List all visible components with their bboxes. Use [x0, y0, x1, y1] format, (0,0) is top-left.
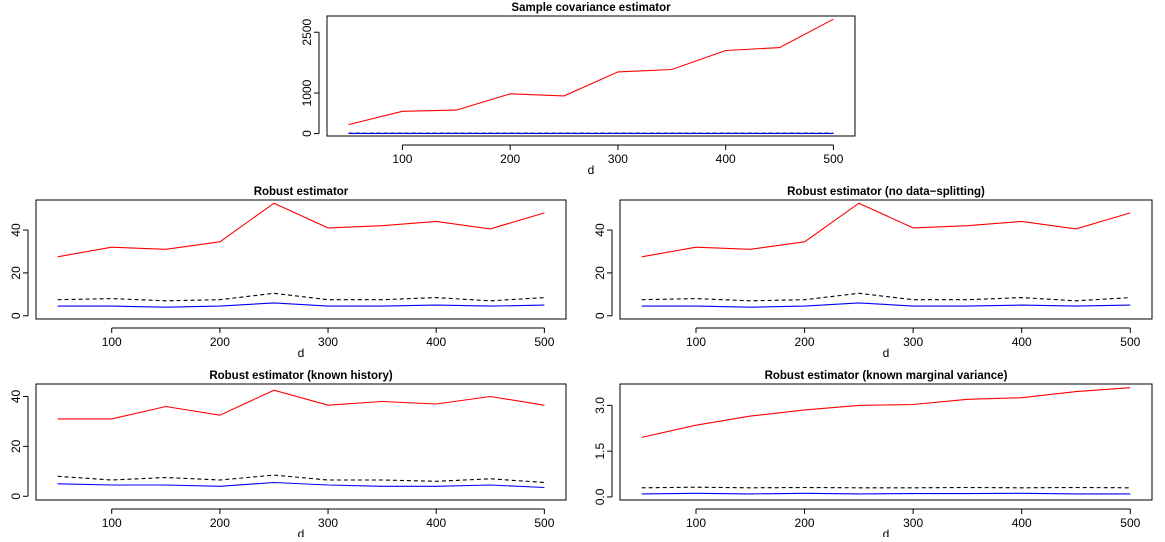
x-tick-label: 400	[426, 516, 446, 530]
chart-title: Sample covariance estimator	[511, 2, 671, 14]
x-tick-label: 300	[903, 516, 923, 530]
series-line-black-dashed	[641, 292, 1131, 302]
x-tick-label: 200	[795, 335, 815, 349]
x-tick-label: 500	[1120, 516, 1140, 530]
x-axis-label: d	[298, 527, 305, 537]
panel-1: Sample covariance estimator 100 200 300 400 5…	[300, 2, 856, 177]
series-line-red	[57, 202, 545, 258]
x-axis-label: d	[588, 163, 595, 177]
chart-title: Robust estimator (known marginal varianc…	[765, 370, 1008, 382]
y-tick-label: 40	[9, 389, 23, 403]
y-tick-label: 40	[593, 223, 607, 237]
plot-frame	[326, 15, 856, 137]
x-tick-label: 100	[102, 516, 122, 530]
x-tick-label: 200	[795, 516, 815, 530]
panel-4: Robust estimator (known history)100 200 30…	[9, 370, 567, 541]
y-tick-label: 0	[593, 312, 607, 319]
series-line-blue	[57, 302, 545, 308]
x-axis-label: d	[883, 527, 890, 537]
chart-title: Robust estimator	[254, 186, 349, 198]
series-line-red	[57, 389, 545, 420]
x-tick-label: 200	[210, 335, 230, 349]
series-line-black-dashed	[57, 292, 545, 302]
x-tick-label: 400	[1012, 335, 1032, 349]
x-axis-label: d	[298, 346, 305, 360]
plot-frame	[35, 199, 567, 320]
y-tick-label: 0	[9, 493, 23, 500]
x-tick-label: 100	[686, 335, 706, 349]
y-tick-label: 20	[9, 266, 23, 280]
x-tick-label: 500	[1120, 335, 1140, 349]
series-line-red	[348, 18, 834, 126]
chart-title: Robust estimator (no data−splitting)	[787, 186, 985, 198]
y-tick-label: 3.0	[593, 397, 607, 414]
y-tick-label: 0	[9, 312, 23, 319]
x-tick-label: 300	[318, 516, 338, 530]
series-line-red	[641, 202, 1131, 258]
y-tick-label: 0	[300, 130, 314, 137]
y-tick-label: 20	[593, 266, 607, 280]
x-tick-label: 200	[500, 152, 520, 166]
series-line-black-dashed	[57, 474, 545, 484]
panel-2: Robust estimator 100 200 300 400 500 d 0 20 40	[9, 186, 567, 360]
series-line-blue	[641, 302, 1131, 308]
x-tick-label: 100	[102, 335, 122, 349]
x-tick-label: 300	[318, 335, 338, 349]
panel-5: Robust estimator (known marginal varianc…	[593, 370, 1153, 541]
x-tick-label: 400	[716, 152, 736, 166]
x-tick-label: 500	[534, 335, 554, 349]
y-tick-label: 40	[9, 223, 23, 237]
plot-frame	[619, 199, 1153, 320]
x-tick-label: 300	[903, 335, 923, 349]
chart-title: Robust estimator (known history)	[209, 370, 393, 382]
y-tick-label: 1000	[300, 79, 314, 106]
plot-frame	[619, 383, 1153, 501]
x-tick-label: 300	[608, 152, 628, 166]
x-tick-label: 400	[1012, 516, 1032, 530]
x-tick-label: 500	[534, 516, 554, 530]
series-line-black-dashed	[641, 486, 1131, 489]
series-line-red	[641, 387, 1131, 438]
x-tick-label: 400	[426, 335, 446, 349]
y-tick-label: 2500	[300, 19, 314, 46]
y-tick-label: 0.0	[593, 488, 607, 505]
y-tick-label: 1.5	[593, 442, 607, 459]
series-line-blue	[57, 481, 545, 489]
series-line-blue	[641, 492, 1131, 495]
x-tick-label: 100	[392, 152, 412, 166]
x-tick-label: 100	[686, 516, 706, 530]
x-tick-label: 500	[823, 152, 843, 166]
plot-frame	[35, 383, 567, 501]
panel-3: Robust estimator (no data−splitting) 100 2…	[593, 186, 1153, 360]
y-tick-label: 20	[9, 439, 23, 453]
x-axis-label: d	[883, 346, 890, 360]
x-tick-label: 200	[210, 516, 230, 530]
